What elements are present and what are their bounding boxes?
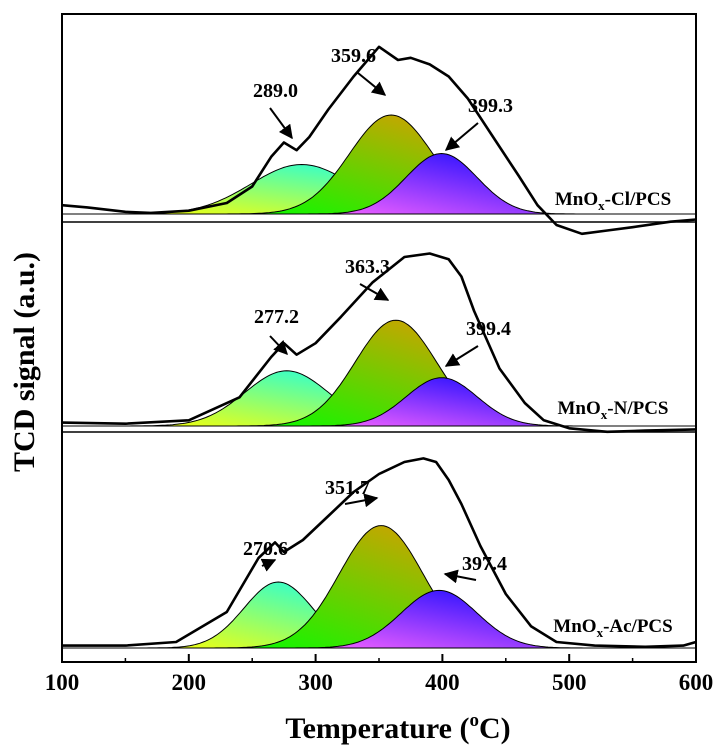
peak-arrow-397-4: [443, 569, 477, 584]
peak-arrow-399-3: [444, 122, 479, 151]
peak-arrow-399-4: [444, 345, 479, 367]
sample-label: MnOx-Ac/PCS: [553, 616, 672, 640]
panel-2: 277.2 363.3 399.4 MnOx-N/PCS: [61, 252, 697, 434]
sample-label: MnOx-Cl/PCS: [555, 189, 671, 213]
y-axis-title: TCD signal (a.u.): [8, 252, 41, 472]
peak-399-3: [299, 152, 584, 215]
x-axis-title: Temperature (oC): [285, 710, 510, 745]
x-tick-label: 600: [679, 670, 714, 695]
x-tick-label: 300: [298, 670, 333, 695]
peak-arrow-277-2: [269, 335, 288, 356]
panel-1: 289.0 359.6 399.3 MnOx-Cl/PCS: [61, 45, 697, 236]
peak-397-4: [286, 589, 592, 649]
x-axis-title-unit: C): [479, 712, 511, 745]
peak-arrow-289-0: [269, 107, 293, 140]
x-axis-title-main: Temperature (: [285, 712, 469, 745]
sample-label: MnOx-N/PCS: [557, 398, 668, 422]
peak-arrow-363-3: [359, 283, 390, 301]
peak-label-277-2: 277.2: [254, 306, 299, 328]
peak-label-399-4: 399.4: [466, 318, 511, 340]
peak-label-399-3: 399.3: [468, 95, 513, 117]
peak-label-351-7: 351.7: [325, 477, 370, 499]
peak-label-363-3: 363.3: [345, 256, 390, 278]
peak-label-289-0: 289.0: [253, 80, 298, 102]
peak-label-397-4: 397.4: [462, 553, 507, 575]
peak-label-359-6: 359.6: [331, 45, 376, 67]
tcd-signal-line: [62, 457, 697, 649]
x-axis-title-degree: o: [469, 710, 479, 731]
peak-arrow-359-6: [357, 72, 387, 96]
x-tick-label: 200: [172, 670, 207, 695]
x-tick-label: 500: [552, 670, 587, 695]
x-ticks: 100 200 300 400 500 600: [45, 654, 714, 695]
peak-arrow-270-6: [260, 558, 277, 572]
x-tick-label: 400: [425, 670, 460, 695]
peak-399-4: [299, 377, 584, 427]
x-tick-label: 100: [45, 670, 80, 695]
tcd-signal-line: [61, 45, 697, 236]
peak-arrow-351-7: [344, 493, 379, 508]
panels-layer: 289.0 359.6 399.3 MnOx-Cl/PCS 277.2 363.3 399.…: [61, 45, 697, 649]
tcd-signal-line: [61, 252, 697, 434]
